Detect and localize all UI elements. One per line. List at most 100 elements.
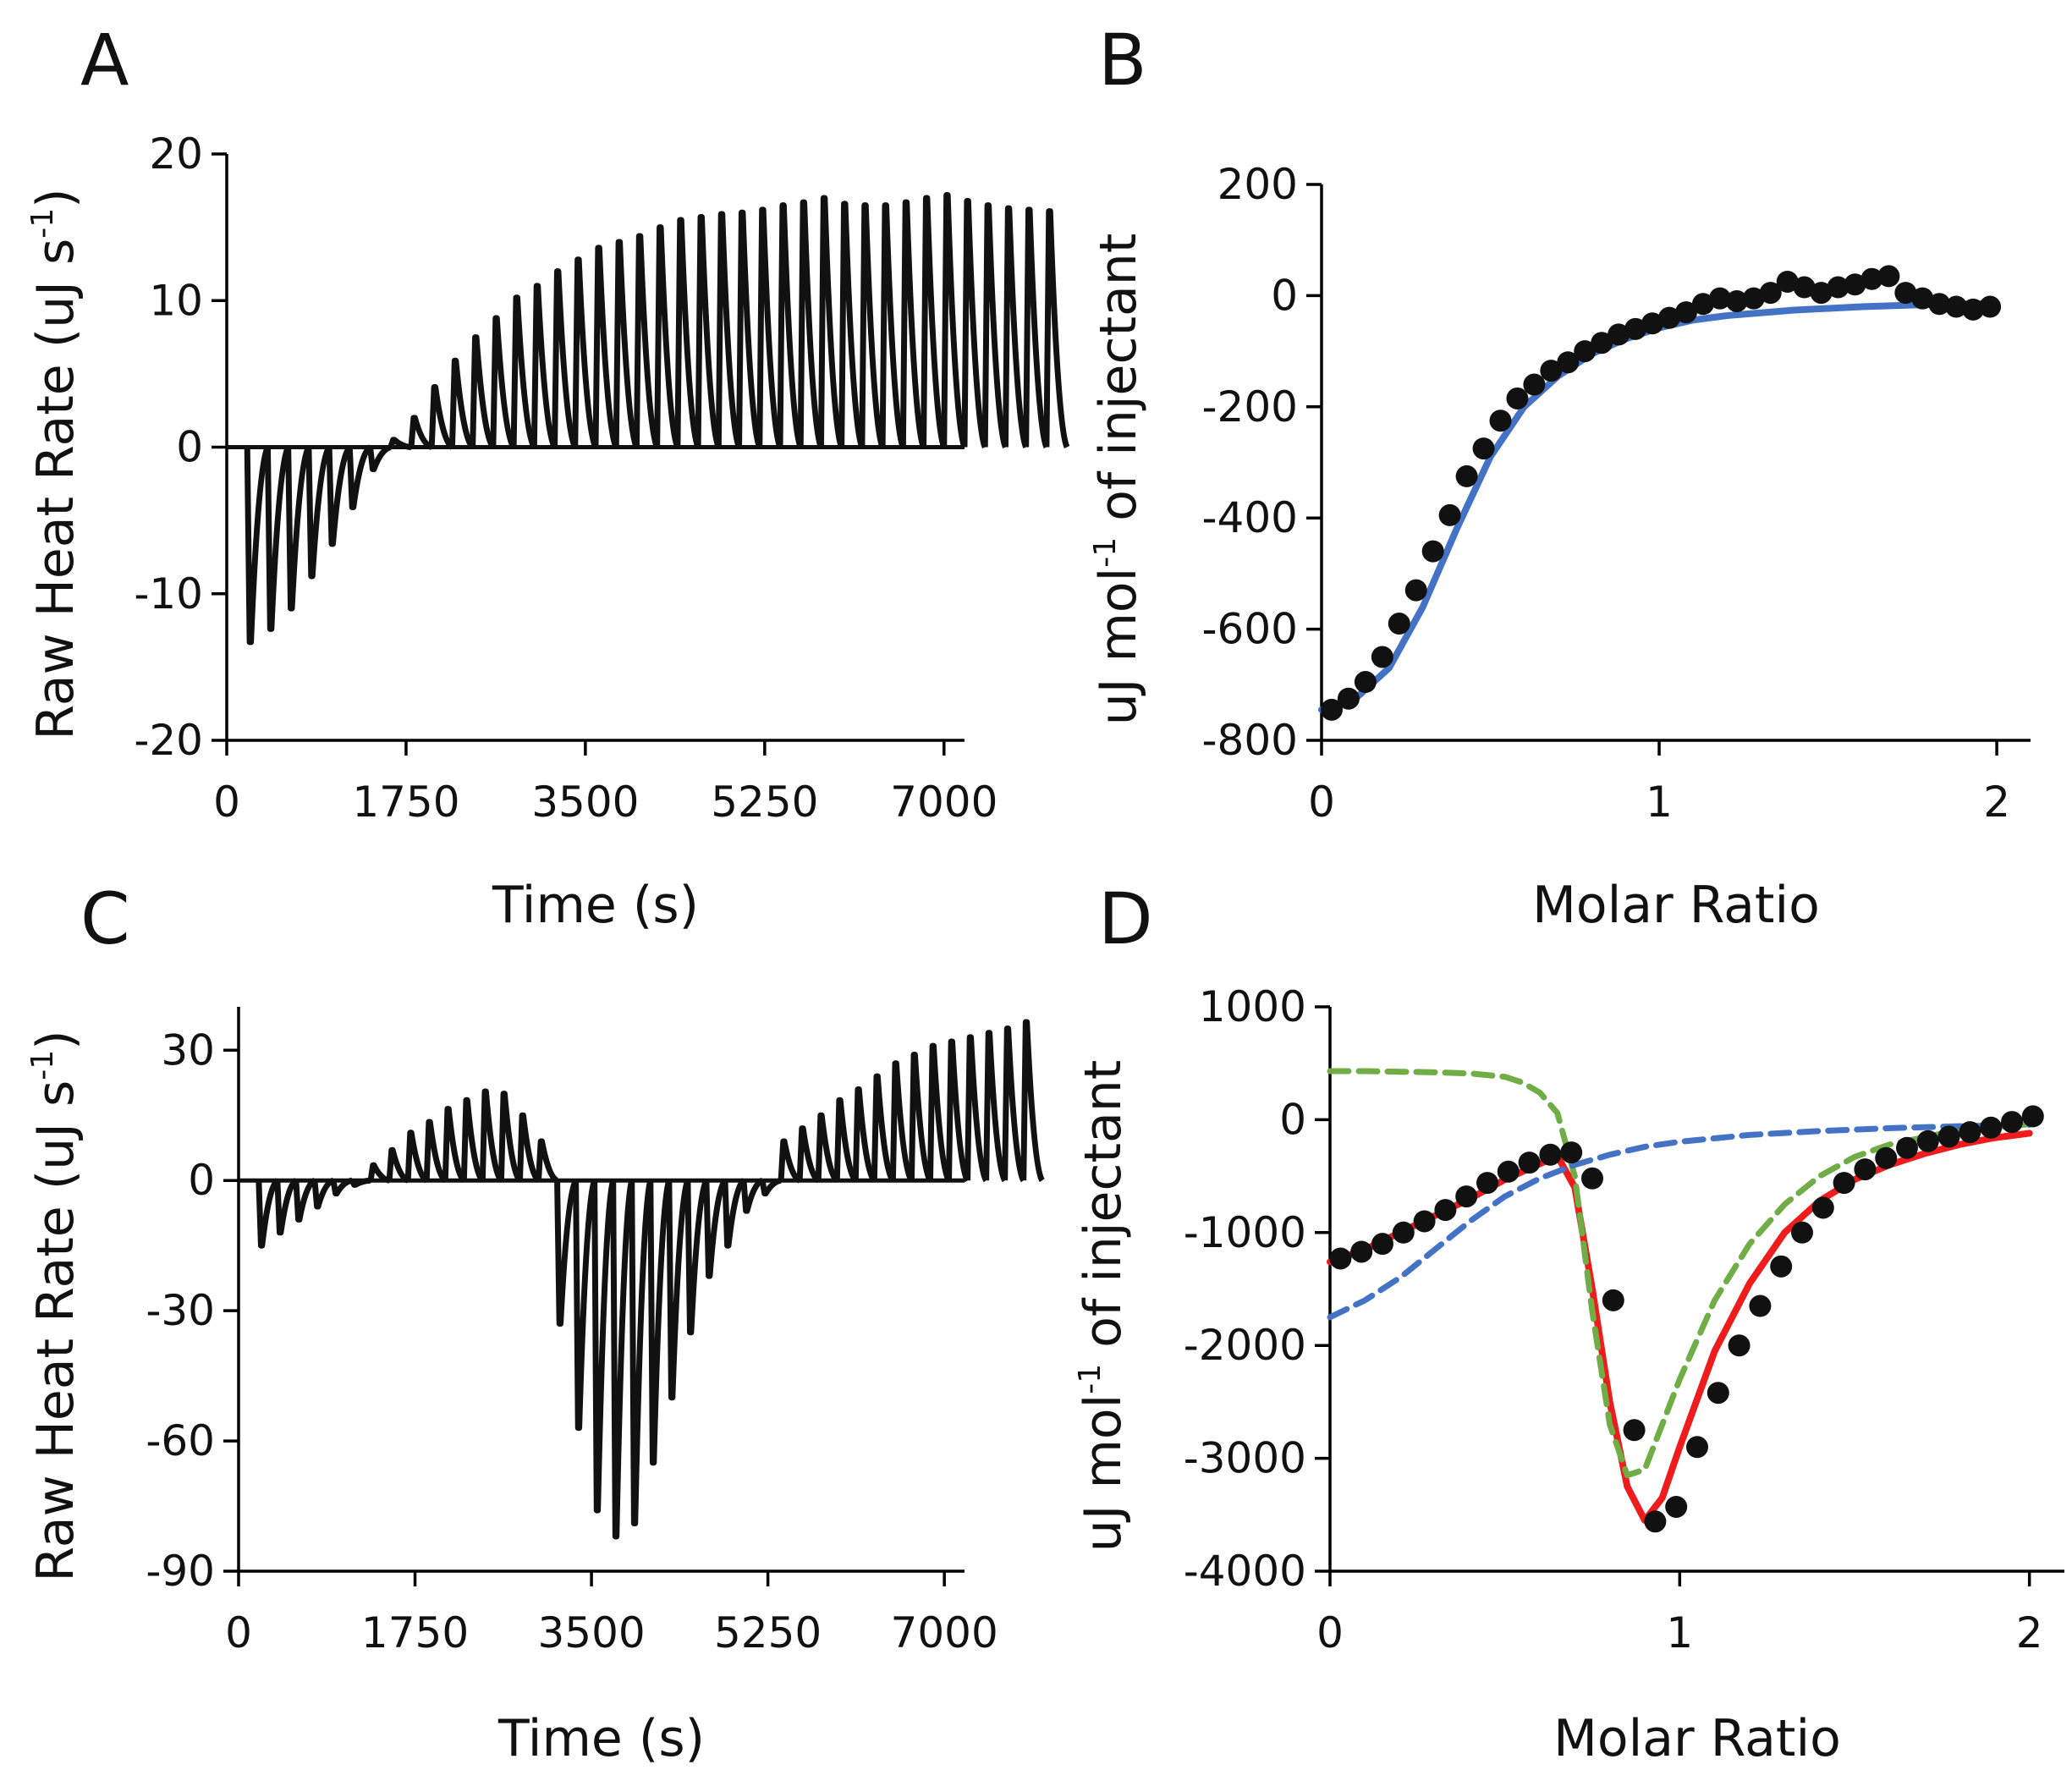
data-point bbox=[1354, 671, 1377, 694]
y-tick-label: -20 bbox=[134, 716, 203, 765]
panel-letter: B bbox=[1098, 19, 1147, 102]
injection-peak bbox=[759, 1177, 782, 1197]
data-point bbox=[1438, 503, 1461, 526]
data-point bbox=[1455, 464, 1478, 487]
panel-letter: D bbox=[1098, 877, 1153, 960]
data-point bbox=[1557, 351, 1580, 374]
x-tick-label: 0 bbox=[225, 1608, 252, 1657]
data-point bbox=[1665, 1495, 1688, 1518]
data-point bbox=[1574, 340, 1597, 363]
panel-letter: A bbox=[80, 19, 129, 102]
data-point bbox=[1392, 1221, 1415, 1244]
data-point bbox=[1854, 1158, 1877, 1181]
y-axis-title: uJ mol-1 of injectant bbox=[1088, 234, 1148, 726]
data-point bbox=[1518, 1152, 1541, 1174]
y-tick-label: -400 bbox=[1202, 493, 1298, 542]
y-axis-title-part: of injectant bbox=[1089, 234, 1148, 537]
y-tick-label: -1000 bbox=[1184, 1208, 1306, 1257]
y-axis-title-part: uJ mol bbox=[1089, 568, 1148, 726]
y-tick-label: 200 bbox=[1217, 160, 1298, 209]
x-axis-title: Molar Ratio bbox=[1532, 876, 1820, 935]
data-point bbox=[1371, 646, 1393, 668]
injection-peak bbox=[367, 444, 392, 472]
panel-c: -90 -60 -30 0 30 0 1750 3500 5250 7000 Time (s) Raw… bbox=[25, 877, 1045, 1768]
data-point bbox=[1413, 1210, 1436, 1233]
data-point bbox=[1472, 437, 1495, 460]
data-point bbox=[1937, 1125, 1960, 1148]
data-point bbox=[1844, 273, 1866, 296]
data-point bbox=[1894, 282, 1917, 305]
y-tick-label: 0 bbox=[176, 423, 203, 472]
data-point bbox=[1539, 1143, 1562, 1166]
data-point bbox=[1791, 1221, 1813, 1244]
data-point bbox=[1581, 1167, 1603, 1190]
x-axis-title: Time (s) bbox=[497, 1709, 705, 1768]
y-tick-label: -200 bbox=[1202, 382, 1298, 432]
panel-b: -800 -600 -400 -200 0 200 0 1 2 Molar Ratio uJ mol… bbox=[1088, 19, 2031, 935]
axes bbox=[223, 1007, 965, 1586]
axes bbox=[212, 152, 965, 756]
y-axis-title-part: Raw Heat Rate (uJ s bbox=[26, 239, 85, 740]
x-tick-label: 3500 bbox=[537, 1608, 645, 1657]
data-point bbox=[1497, 1160, 1520, 1183]
y-tick-label: -90 bbox=[146, 1547, 215, 1596]
x-tick-label: 1 bbox=[1646, 778, 1673, 827]
data-point bbox=[2001, 1111, 2023, 1134]
x-tick-label: 1750 bbox=[352, 778, 459, 827]
data-point bbox=[1506, 387, 1529, 410]
data-point bbox=[1770, 1255, 1793, 1278]
data-point bbox=[1350, 1240, 1373, 1263]
x-tick-label: 0 bbox=[1308, 778, 1335, 827]
panel-letter: C bbox=[80, 877, 130, 960]
data-point bbox=[1608, 323, 1630, 346]
y-tick-label: 0 bbox=[1279, 1095, 1306, 1144]
data-point bbox=[1674, 301, 1697, 324]
y-axis-title-superscript: -1 bbox=[25, 208, 60, 239]
data-point bbox=[1623, 1419, 1646, 1442]
data-point bbox=[1875, 1146, 1898, 1169]
y-tick-label: 30 bbox=[161, 1025, 215, 1075]
data-point bbox=[1759, 282, 1782, 305]
data-point bbox=[1911, 287, 1934, 310]
data-point bbox=[1980, 1116, 2003, 1139]
data-point bbox=[1404, 579, 1427, 602]
y-axis-title-superscript: -1 bbox=[1073, 1364, 1107, 1394]
x-axis-title: Time (s) bbox=[492, 876, 699, 935]
y-axis-title: Raw Heat Rate (uJ s-1) bbox=[25, 188, 85, 739]
data-point bbox=[1371, 1233, 1393, 1256]
data-point bbox=[1707, 1382, 1729, 1404]
data-point bbox=[1827, 276, 1849, 299]
x-tick-label: 7000 bbox=[890, 778, 998, 827]
y-tick-label: 0 bbox=[188, 1156, 215, 1205]
y-tick-label: 20 bbox=[149, 129, 203, 179]
injection-peak bbox=[536, 1138, 559, 1184]
y-axis-title: Raw Heat Rate (uJ s-1) bbox=[25, 1030, 85, 1581]
y-axis-title-superscript: -1 bbox=[25, 1050, 60, 1080]
data-point bbox=[1388, 613, 1410, 635]
data-point bbox=[1793, 276, 1816, 299]
y-tick-label: 0 bbox=[1271, 271, 1298, 320]
x-tick-label: 5250 bbox=[714, 1608, 822, 1657]
data-point bbox=[1476, 1172, 1498, 1195]
data-point bbox=[1434, 1199, 1457, 1222]
data-point bbox=[1776, 270, 1799, 293]
axes bbox=[1306, 183, 2031, 756]
data-point bbox=[1725, 289, 1748, 312]
injection-peak bbox=[330, 1177, 353, 1197]
y-tick-label: -2000 bbox=[1184, 1321, 1306, 1370]
data-point bbox=[1959, 1121, 1981, 1144]
y-axis-title-part: uJ mol bbox=[1074, 1394, 1133, 1553]
injection-peak bbox=[1043, 208, 1070, 449]
x-tick-label: 0 bbox=[213, 778, 240, 827]
data-point bbox=[1877, 265, 1900, 288]
series-line-component-2 bbox=[1327, 1121, 2033, 1321]
injection-peak bbox=[1020, 1019, 1045, 1183]
y-tick-label: 1000 bbox=[1199, 982, 1306, 1031]
data-point bbox=[1811, 1196, 1834, 1219]
x-tick-label: 0 bbox=[1316, 1608, 1344, 1657]
data-point bbox=[1644, 1510, 1667, 1533]
data-point bbox=[1979, 295, 2002, 318]
data-point bbox=[1320, 698, 1343, 721]
data-point bbox=[1860, 267, 1883, 290]
data-point bbox=[1742, 287, 1765, 310]
